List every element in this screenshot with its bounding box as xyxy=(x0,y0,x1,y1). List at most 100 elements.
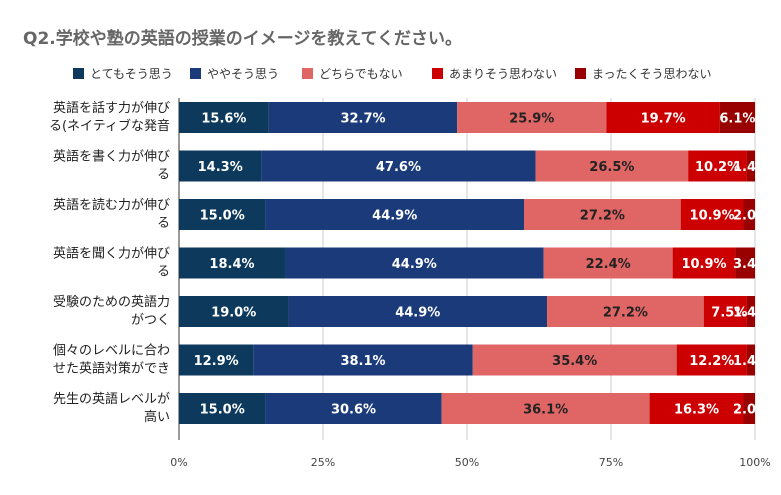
x-tick-label: 75% xyxy=(599,456,623,469)
category-label: る xyxy=(157,216,170,231)
data-label: 44.9% xyxy=(395,306,440,321)
data-label: 27.2% xyxy=(603,306,648,321)
legend-swatch xyxy=(432,68,443,79)
legend-label: とてもそう思う xyxy=(90,67,173,81)
data-label: 10.9% xyxy=(690,209,735,224)
data-label: 14.3% xyxy=(198,160,243,175)
data-label: 2.0% xyxy=(733,403,769,418)
data-label: 38.1% xyxy=(340,354,385,369)
data-label: 44.9% xyxy=(372,209,417,224)
bar-segment xyxy=(672,247,736,279)
bar-segment xyxy=(288,296,548,327)
legend-swatch xyxy=(190,68,201,79)
data-label: 25.9% xyxy=(509,112,554,127)
data-label: 22.4% xyxy=(586,257,631,272)
data-label: 3.4% xyxy=(733,257,769,272)
data-label: 15.6% xyxy=(201,112,246,127)
data-label: 16.3% xyxy=(674,403,719,418)
bar-segment xyxy=(743,199,755,230)
bar-segment xyxy=(265,393,442,424)
data-label: 18.4% xyxy=(209,257,254,272)
data-label: 15.0% xyxy=(200,209,245,224)
data-label: 15.0% xyxy=(200,403,245,418)
data-label: 12.9% xyxy=(194,354,239,369)
category-label: せた英語対策ができ xyxy=(53,361,170,377)
legend-label: どちらでもない xyxy=(319,67,403,81)
bar-segment xyxy=(179,247,285,279)
data-label: 19.0% xyxy=(211,306,256,321)
bar-segment xyxy=(746,296,755,327)
data-label: 32.7% xyxy=(340,112,385,127)
data-label: 44.9% xyxy=(392,257,437,272)
data-label: 2.0% xyxy=(733,209,769,224)
data-label: 7.5% xyxy=(711,306,747,321)
category-label: 個々のレベルに合わ xyxy=(53,344,170,359)
data-label: 6.1% xyxy=(719,112,755,127)
data-label: 30.6% xyxy=(331,403,376,418)
legend-swatch xyxy=(575,68,586,79)
data-label: 1.4% xyxy=(733,160,769,175)
data-label: 10.9% xyxy=(681,257,726,272)
x-tick-label: 50% xyxy=(455,456,479,469)
bar-segment xyxy=(179,102,269,133)
category-label: がつく xyxy=(131,313,170,328)
bar-segment xyxy=(179,199,266,230)
bar-segment xyxy=(649,393,744,424)
bar-segment xyxy=(688,150,747,182)
data-label: 47.6% xyxy=(376,160,421,175)
category-label: 英語を書く力が伸び xyxy=(53,149,170,165)
legend-label: ややそう思う xyxy=(207,67,279,81)
x-tick-label: 25% xyxy=(311,456,335,469)
data-label: 1.4% xyxy=(733,354,769,369)
bar-segment xyxy=(547,296,704,327)
bar-segment xyxy=(746,344,755,376)
category-label: る(ネイティブな発音 xyxy=(49,118,170,134)
bar-segment xyxy=(743,393,755,424)
bar-segment xyxy=(179,150,262,182)
category-label: 受験のための英語力 xyxy=(53,294,170,310)
category-label: 先生の英語レベルが xyxy=(53,391,170,407)
legend: とてもそう思う ややそう思う どちらでもない あまりそう思わない まったくそう思わない xyxy=(73,67,712,81)
data-label: 35.4% xyxy=(552,354,597,369)
bar-segment xyxy=(543,247,673,279)
category-label: 英語を読む力が伸び xyxy=(53,197,170,213)
bar-segment xyxy=(676,344,747,376)
data-label: 10.2% xyxy=(695,160,740,175)
bar-segment xyxy=(535,150,689,182)
x-axis-tick-labels: 0% 25% 50% 75% 100% xyxy=(170,456,770,469)
category-label: る xyxy=(157,265,170,280)
x-tick-label: 100% xyxy=(739,456,770,469)
bar-segment xyxy=(265,199,525,230)
bar-segment xyxy=(746,150,755,182)
legend-swatch xyxy=(73,68,84,79)
bar-segment xyxy=(680,199,744,230)
category-label: 英語を聞く力が伸び xyxy=(53,246,170,262)
bar-segment xyxy=(253,344,473,376)
bar-segment xyxy=(524,199,681,230)
bars xyxy=(179,102,755,424)
bar-segment xyxy=(268,102,458,133)
bar-segment xyxy=(179,296,289,327)
data-label: 36.1% xyxy=(523,403,568,418)
bar-segment xyxy=(179,393,266,424)
data-label: 27.2% xyxy=(580,209,625,224)
legend-swatch xyxy=(302,68,313,79)
bar-segment xyxy=(703,296,747,327)
bar-segment xyxy=(719,102,755,133)
category-labels: 英語を話す力が伸びる(ネイティブな発音英語を書く力が伸びる英語を読む力が伸びる英… xyxy=(49,100,170,425)
data-label: 19.7% xyxy=(641,112,686,127)
bar-segment xyxy=(441,393,650,424)
chart-title: Q2.学校や塾の英語の授業のイメージを教えてください。 xyxy=(23,28,462,49)
bar-segment xyxy=(457,102,607,133)
data-label: 26.5% xyxy=(589,160,634,175)
bar-segment xyxy=(735,247,755,279)
bar-segment xyxy=(179,344,254,376)
bar-segment xyxy=(261,150,536,182)
data-label: 12.2% xyxy=(689,354,734,369)
category-label: 高い xyxy=(144,409,170,425)
category-label: る xyxy=(157,168,170,183)
bar-segment xyxy=(606,102,720,133)
data-label: 1.4% xyxy=(733,306,769,321)
legend-label: まったくそう思わない xyxy=(592,67,712,81)
